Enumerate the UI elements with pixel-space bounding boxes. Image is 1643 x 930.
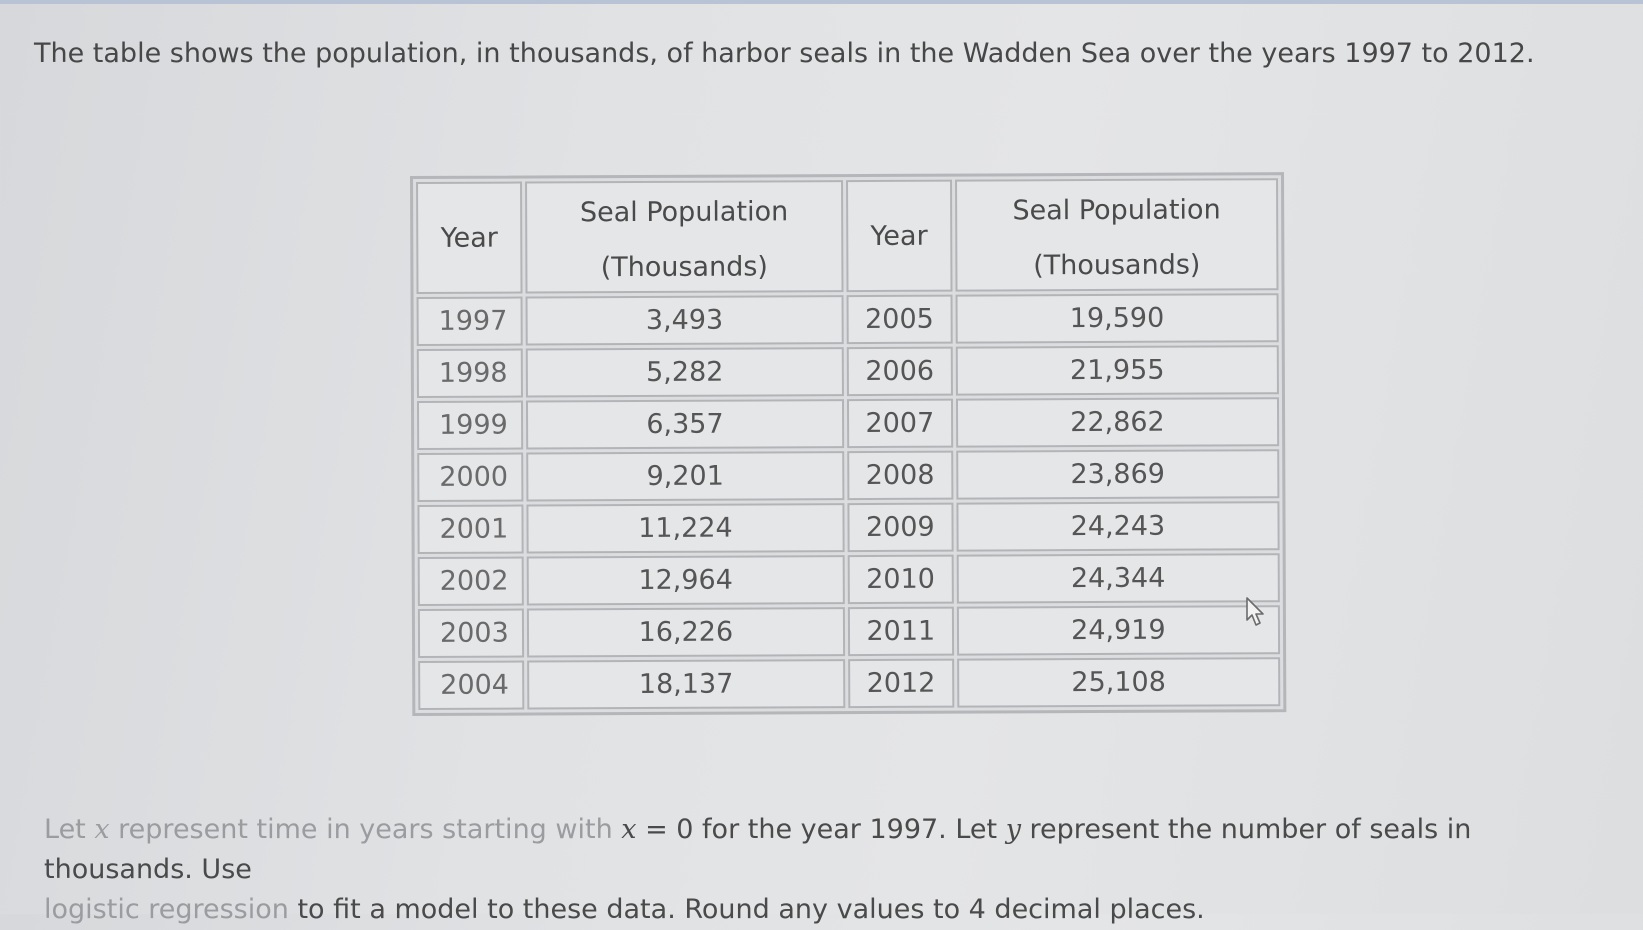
year-cell: 2001 <box>417 504 524 554</box>
table-row: 2004 18,137 2012 25,108 <box>418 657 1281 710</box>
seal-population-table: Year Seal Population (Thousands) Year Se… <box>410 172 1287 716</box>
year-cell: 2011 <box>847 606 954 657</box>
table-row: 2003 16,226 2011 24,919 <box>417 605 1281 658</box>
year-cell: 2010 <box>847 554 954 605</box>
year-cell: 2009 <box>847 502 954 553</box>
variable-x: x <box>94 814 110 845</box>
population-cell: 25,108 <box>956 657 1281 708</box>
instructions-lead: Let <box>44 814 95 845</box>
population-cell: 24,344 <box>956 553 1280 604</box>
mouse-pointer-icon <box>1244 596 1270 630</box>
table-row: 1997 3,493 2005 19,590 <box>416 293 1279 346</box>
instructions-faded-text: represent time in years starting with <box>109 814 622 845</box>
population-cell: 21,955 <box>955 345 1279 396</box>
year-cell: 2000 <box>417 452 524 502</box>
equals-zero: = 0 <box>636 814 694 845</box>
population-cell: 6,357 <box>525 399 845 450</box>
top-accent-rule <box>0 0 1643 4</box>
instructions-faded-line2: logistic regression <box>44 894 289 925</box>
table-row: 2000 9,201 2008 23,869 <box>417 449 1280 502</box>
header-population-left: Seal Population (Thousands) <box>524 180 844 294</box>
population-cell: 24,919 <box>956 605 1281 656</box>
table-row: 2002 12,964 2010 24,344 <box>417 553 1280 606</box>
variable-x-equation: x <box>621 814 637 845</box>
population-cell: 5,282 <box>525 347 844 398</box>
instructions-paragraph: Let x represent time in years starting w… <box>44 810 1624 930</box>
table-row: 1998 5,282 2006 21,955 <box>416 345 1279 398</box>
instructions-line1b: represent the number of seals in thousan… <box>44 814 1472 885</box>
variable-y: y <box>1005 814 1021 845</box>
population-cell: 18,137 <box>527 659 846 710</box>
instructions-line1: for the year 1997. Let <box>693 814 1006 845</box>
population-cell: 11,224 <box>526 503 845 554</box>
instructions-line2: to fit a model to these data. Round any … <box>288 894 1205 925</box>
population-cell: 12,964 <box>526 555 845 606</box>
header-year-right: Year <box>845 179 953 293</box>
table-row: 2001 11,224 2009 24,243 <box>417 501 1280 554</box>
population-cell: 19,590 <box>955 293 1279 344</box>
year-cell: 1999 <box>416 400 524 450</box>
question-intro: The table shows the population, in thous… <box>34 38 1535 69</box>
year-cell: 2004 <box>418 660 525 710</box>
year-cell: 1997 <box>416 296 523 346</box>
population-cell: 23,869 <box>955 449 1280 500</box>
header-population-right: Seal Population (Thousands) <box>954 178 1279 292</box>
population-cell: 3,493 <box>525 295 844 346</box>
year-cell: 2007 <box>846 398 953 449</box>
population-cell: 22,862 <box>955 397 1280 448</box>
year-cell: 2003 <box>417 608 525 658</box>
year-cell: 2006 <box>846 346 953 397</box>
header-year-left: Year <box>416 181 523 294</box>
population-cell: 16,226 <box>526 607 845 658</box>
year-cell: 1998 <box>416 348 523 398</box>
population-cell: 9,201 <box>526 451 845 502</box>
year-cell: 2005 <box>846 294 953 345</box>
table-row: 1999 6,357 2007 22,862 <box>416 397 1280 450</box>
population-cell: 24,243 <box>956 501 1280 552</box>
year-cell: 2012 <box>847 658 955 709</box>
year-cell: 2008 <box>847 450 954 501</box>
year-cell: 2002 <box>417 556 524 606</box>
